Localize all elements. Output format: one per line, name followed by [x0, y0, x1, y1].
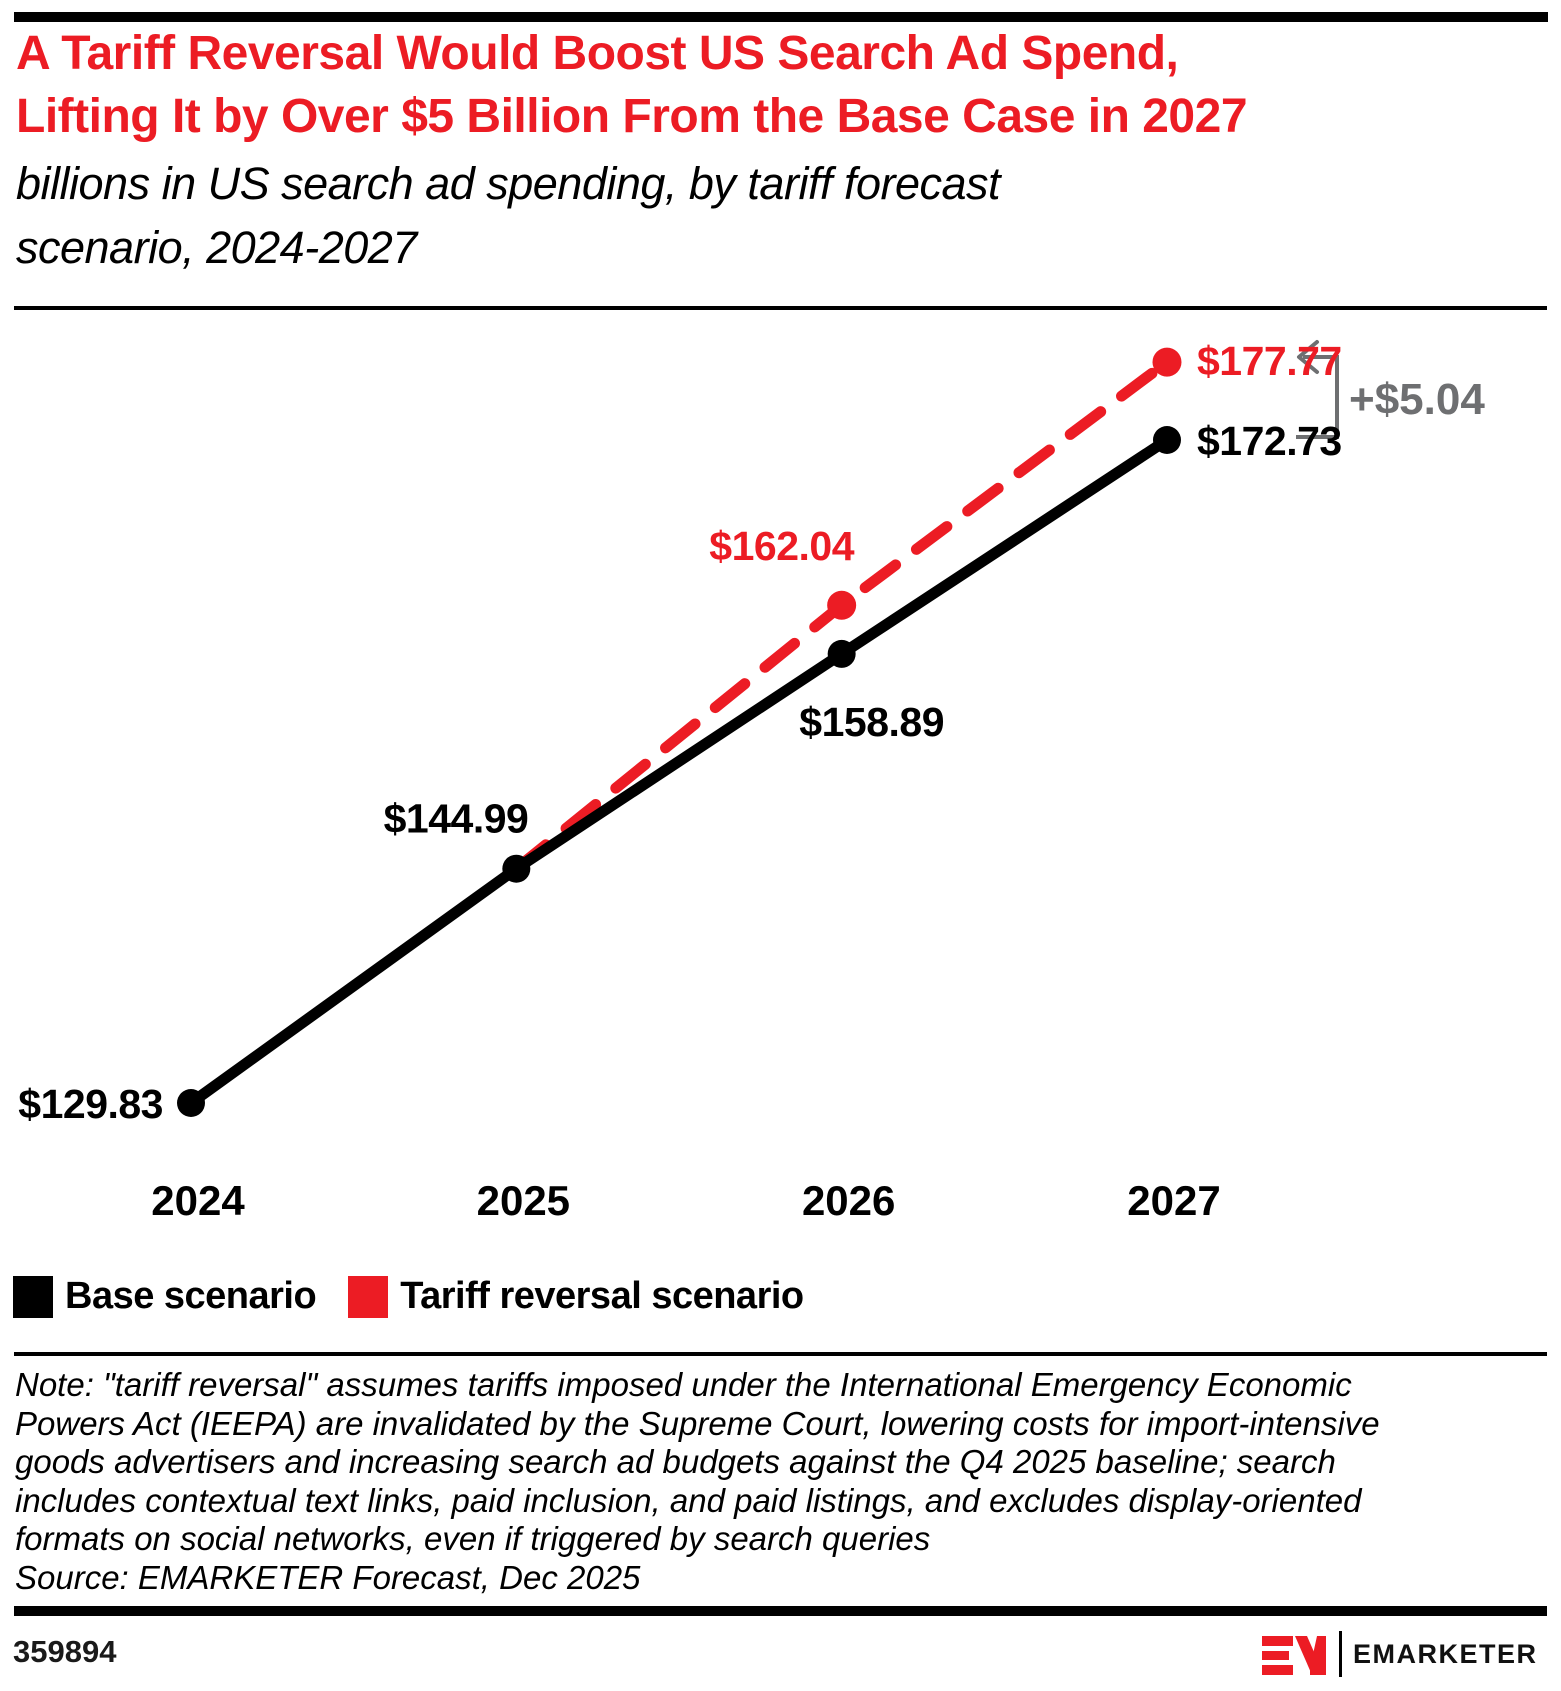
bottom-rule-bar: [14, 1606, 1547, 1616]
base-line: [185, 434, 1173, 1109]
top-rule-bar: [14, 12, 1548, 22]
difference-bracket: [1296, 355, 1339, 439]
chart-id-number: 359894: [13, 1634, 117, 1669]
data-label-reversal-2027: $177.77: [1197, 338, 1342, 384]
note-divider: [14, 1352, 1547, 1356]
header-divider: [14, 306, 1547, 310]
base-point-2025: [502, 854, 531, 883]
logo-divider: [1339, 1631, 1342, 1677]
data-label-base-2027: $172.73: [1197, 418, 1342, 464]
legend-swatch-base: [13, 1275, 53, 1318]
data-label-base-2024: $129.83: [18, 1081, 163, 1127]
chart-subtitle: billions in US search ad spending, by ta…: [16, 158, 1001, 273]
source-text: Source: EMARKETER Forecast, Dec 2025: [15, 1558, 641, 1596]
x-axis-label-2025: 2025: [477, 1177, 570, 1224]
reversal-point-2026: [827, 590, 857, 620]
base-point-2027: [1152, 426, 1181, 455]
x-axis-label-2027: 2027: [1127, 1177, 1220, 1224]
emarketer-logo: EMARKETER: [1262, 1630, 1538, 1678]
data-label-base-2026: $158.89: [799, 699, 944, 745]
emarketer-logo-mark-icon: [1262, 1636, 1326, 1675]
reversal-point-2027: [1152, 347, 1182, 377]
legend-swatch-reversal: [348, 1275, 389, 1318]
emarketer-wordmark: EMARKETER: [1353, 1638, 1538, 1669]
legend-label-reversal: Tariff reversal scenario: [400, 1275, 804, 1317]
x-axis-label-2024: 2024: [151, 1177, 245, 1224]
data-label-reversal-2026: $162.04: [709, 523, 854, 569]
chart-title: A Tariff Reversal Would Boost US Search …: [16, 27, 1248, 143]
base-point-2026: [827, 639, 856, 668]
chart-legend: Base scenario Tariff reversal scenario: [13, 1275, 804, 1318]
legend-item-base: Base scenario: [13, 1275, 317, 1318]
line-chart: +$5.04 $129.83 $144.99 $158.89 $172.73 $162.0…: [18, 338, 1485, 1224]
left-arrow-icon: [1297, 340, 1319, 374]
legend-label-base: Base scenario: [65, 1275, 317, 1317]
note-text: Note: "tariff reversal" assumes tariffs …: [15, 1366, 1380, 1557]
x-axis-label-2026: 2026: [802, 1177, 895, 1224]
legend-item-reversal: Tariff reversal scenario: [348, 1275, 804, 1318]
data-label-base-2025: $144.99: [384, 796, 529, 842]
footnote-block: Note: "tariff reversal" assumes tariffs …: [15, 1366, 1547, 1597]
difference-annotation: +$5.04: [1349, 375, 1485, 424]
base-point-2024: [177, 1089, 205, 1117]
